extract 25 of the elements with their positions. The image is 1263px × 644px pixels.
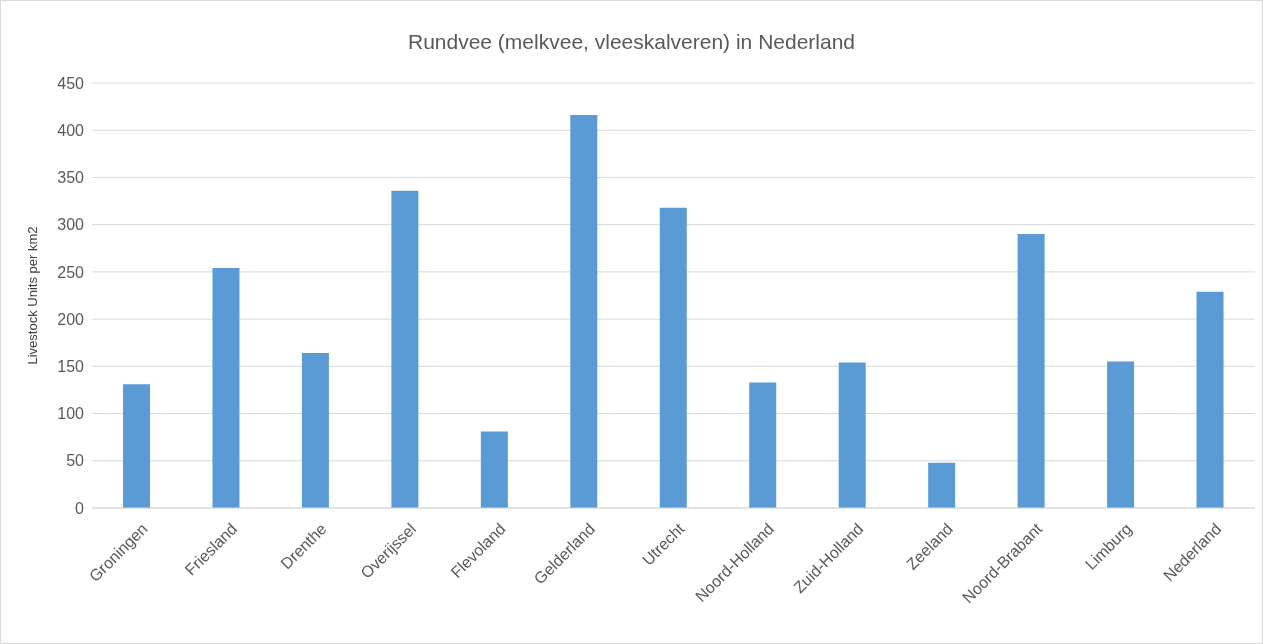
y-tick-label: 150 [57,358,85,376]
y-tick-label: 450 [57,74,85,92]
bar [928,462,956,508]
bar [301,353,329,508]
bar [1196,291,1224,508]
bar [212,268,240,508]
bar [391,190,419,508]
bar [480,431,508,508]
chart-title: Rundvee (melkvee, vleeskalveren) in Nederland [406,30,857,54]
y-tick-label: 400 [57,121,85,139]
bar [570,115,598,508]
bar [1017,234,1045,508]
y-tick-label: 50 [66,452,85,470]
y-tick-label: 300 [57,216,85,234]
bar [838,362,866,508]
bar [659,207,687,508]
y-tick-label: 100 [57,405,85,423]
y-tick-label: 350 [57,169,85,187]
bar [1107,361,1135,508]
y-tick-label: 200 [57,310,85,328]
y-tick-label: 0 [75,499,85,517]
bar [123,384,150,508]
y-tick-label: 250 [57,263,85,281]
bar [749,382,777,508]
y-axis-title: Livestock Units per km2 [24,226,40,365]
